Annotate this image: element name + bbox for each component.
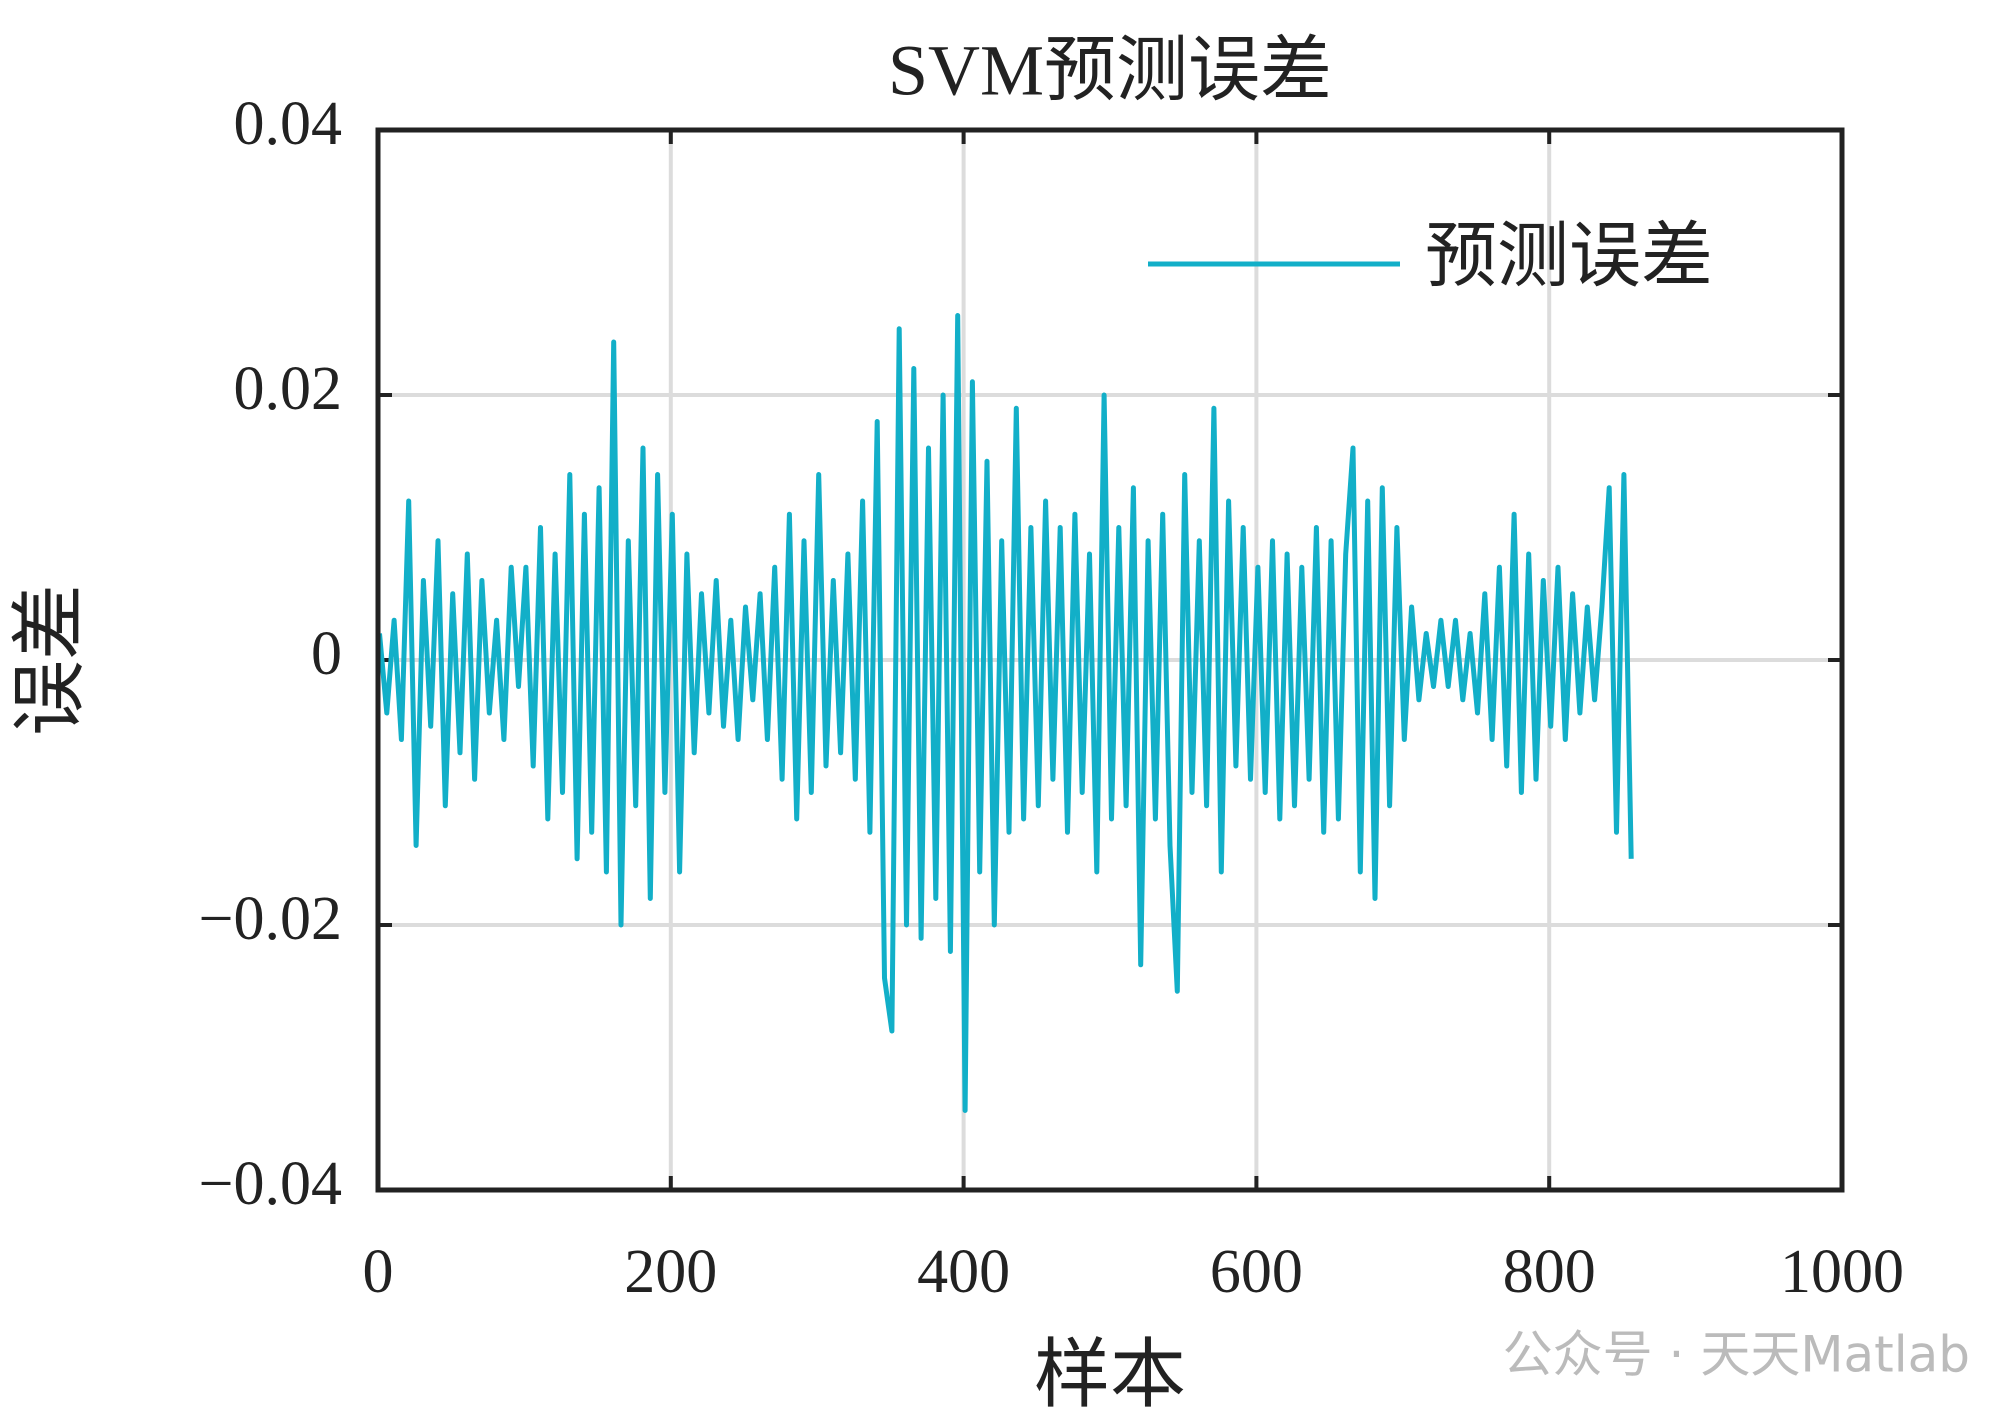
x-tick-label: 1000 [1780, 1238, 1904, 1306]
y-tick-label: −0.02 [199, 885, 342, 953]
x-tick-label: 0 [363, 1238, 394, 1306]
watermark: 公众号 · 天天Matlab [1503, 1326, 1970, 1384]
data-line [377, 313, 1634, 1113]
y-tick-label: −0.04 [199, 1150, 342, 1218]
y-tick-label: 0 [311, 620, 342, 688]
y-axis-label: 误差 [8, 584, 92, 736]
legend-label: 预测误差 [1425, 217, 1713, 297]
y-tick-label: 0.02 [234, 355, 343, 423]
plot-frame [375, 127, 1845, 1193]
x-tick-label: 400 [917, 1238, 1010, 1306]
x-tick-label: 200 [624, 1238, 717, 1306]
x-axis-label: 样本 [1034, 1333, 1186, 1417]
chart-title: SVM预测误差 [888, 31, 1332, 111]
x-tick-label: 600 [1210, 1238, 1303, 1306]
x-tick-label: 800 [1503, 1238, 1596, 1306]
y-tick-label: 0.04 [234, 90, 343, 158]
